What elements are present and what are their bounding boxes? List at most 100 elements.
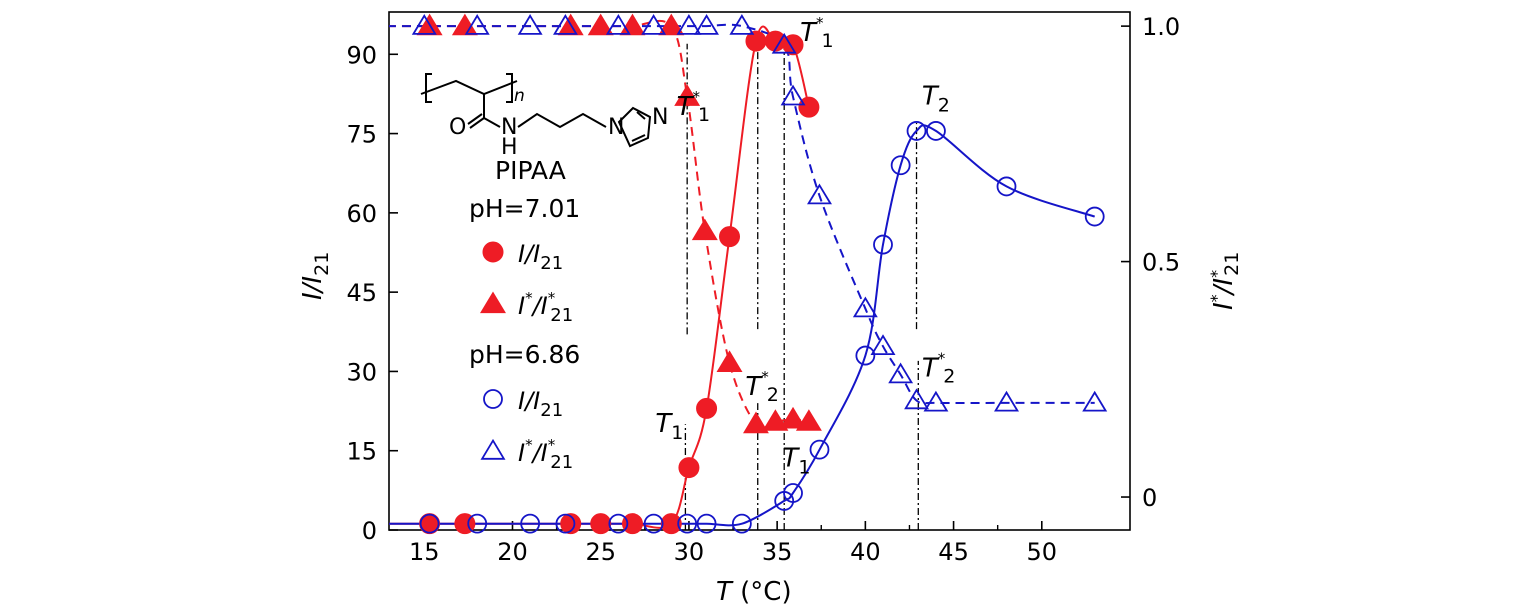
series-0-point-8 [719, 226, 741, 248]
series-2-point-6 [677, 513, 698, 534]
pipaa-structure [420, 73, 652, 148]
series-3-point-16 [923, 390, 949, 412]
annotation-label-6: T* 2 [922, 350, 955, 388]
series-3-point-1 [464, 14, 490, 35]
structure-atom-o: O [449, 115, 466, 140]
x-tick-label-3: 30 [674, 538, 705, 566]
series-1-point-11 [780, 406, 806, 429]
series-line-0 [389, 25, 810, 529]
y-axis-title-left: I/I21 [298, 252, 333, 300]
series-0-point-0 [419, 513, 441, 535]
series-3-point-6 [676, 14, 702, 35]
series-0-point-4 [621, 513, 643, 535]
series-line-1 [389, 19, 810, 429]
series-3-point-3 [553, 14, 578, 35]
series-3-point-7 [694, 14, 719, 35]
annotation-label-0: T* 1 [677, 88, 710, 126]
y-left-tick-label-0: 0 [362, 517, 377, 545]
series-1-point-9 [743, 411, 769, 434]
series-2-point-0 [419, 513, 440, 534]
y-right-tick-label-1: 0.5 [1142, 249, 1180, 277]
y-left-tick-label-3: 45 [346, 279, 377, 307]
series-0-point-7 [696, 397, 718, 419]
legend-label-1: I*/I* 21 [518, 289, 573, 326]
annotation-label-2: T1 [655, 409, 683, 444]
series-0-point-5 [660, 513, 682, 535]
series-2-point-14 [890, 155, 911, 176]
legend-label-2: I/I21 [518, 387, 563, 421]
plot-frame [388, 11, 1131, 531]
legend-group-title-1: pH=7.01 [469, 194, 580, 223]
series-0-point-2 [560, 513, 582, 535]
series-2-point-17 [996, 176, 1017, 197]
tick-group: 15 20 25 30 35 40 45 50 0 15 30 45 60 75 90 0 0.5 1.0 [346, 13, 1180, 566]
series-2-point-11 [809, 439, 830, 460]
legend-marker-0 [482, 241, 504, 263]
annotation-labels: T* 1 T* 1 T1 T* 2 T1 T2 T* 2 [655, 14, 955, 479]
series-3-point-18 [1082, 390, 1108, 412]
annotation-lines [684, 38, 919, 530]
legend: I/I21 I*/I* 21 I/I21 I*/I* 21 [480, 240, 573, 473]
y-right-tick-label-0: 0 [1142, 484, 1157, 512]
legend-label-0: I/I21 [518, 240, 563, 274]
series-2-point-15 [906, 121, 927, 141]
series-2-point-7 [696, 513, 717, 534]
structure-atom-n-ring2: N [652, 105, 668, 130]
series-1-point-1 [451, 13, 478, 36]
series-2-point-10 [783, 483, 803, 503]
x-tick-label-1: 20 [497, 538, 528, 566]
legend-marker-3 [480, 438, 506, 460]
y-left-tick-label-6: 90 [346, 41, 377, 69]
series-0-point-6 [678, 457, 700, 479]
series-3-point-12 [852, 296, 878, 318]
legend-marker-1 [480, 291, 506, 314]
y-right-tick-label-2: 1.0 [1142, 13, 1180, 41]
series-3-point-0 [411, 14, 437, 35]
series-3-point-14 [888, 362, 914, 384]
annotation-label-3: T* 2 [745, 368, 778, 406]
series-2-point-12 [855, 345, 876, 366]
y-left-tick-label-5: 75 [346, 121, 377, 149]
series-1-point-8 [716, 350, 743, 372]
legend-marker-2 [483, 389, 503, 409]
legend-label-3: I*/I* 21 [518, 436, 573, 473]
series-1-point-3 [587, 13, 614, 36]
series-markers [411, 13, 1108, 535]
structure-subscript: n [514, 86, 525, 106]
x-tick-label-7: 50 [1027, 538, 1058, 566]
x-tick-label-2: 25 [585, 538, 616, 566]
series-3-point-17 [994, 390, 1019, 412]
x-axis-title: T (°C) [716, 577, 792, 607]
series-3-point-15 [904, 388, 929, 410]
series-2-point-13 [873, 234, 893, 255]
series-3-point-2 [517, 14, 543, 35]
series-3-point-8 [729, 14, 755, 35]
annotation-label-5: T2 [922, 82, 950, 117]
y-axis-title-right: I*/I*21 [1207, 252, 1243, 310]
series-1-point-5 [658, 13, 685, 36]
x-tick-label-6: 45 [938, 538, 969, 566]
structure-atom-h: H [501, 135, 518, 160]
series-2-point-3 [555, 513, 576, 534]
y-left-tick-label-4: 60 [346, 200, 377, 228]
series-lines [389, 19, 1096, 529]
series-3-point-5 [641, 14, 667, 35]
compound-label: PIPAA [495, 156, 566, 185]
x-tick-label-4: 35 [762, 538, 793, 566]
series-3-point-4 [605, 14, 631, 35]
series-1-point-7 [691, 218, 718, 241]
series-3-point-10 [780, 84, 806, 106]
series-0-point-3 [590, 513, 612, 535]
series-line-3 [389, 23, 1095, 405]
annotation-label-1: T* 1 [800, 14, 833, 52]
series-2-point-5 [643, 513, 664, 534]
series-3-point-9 [771, 32, 797, 54]
x-tick-label-0: 15 [409, 538, 440, 566]
series-1-point-6 [674, 84, 701, 106]
y-left-tick-label-2: 30 [346, 358, 377, 386]
structure-atom-n: N [501, 115, 517, 140]
y-left-tick-label-1: 15 [346, 438, 377, 466]
series-line-2 [389, 124, 1096, 527]
series-1-point-10 [762, 409, 789, 431]
series-2-point-8 [731, 513, 752, 534]
